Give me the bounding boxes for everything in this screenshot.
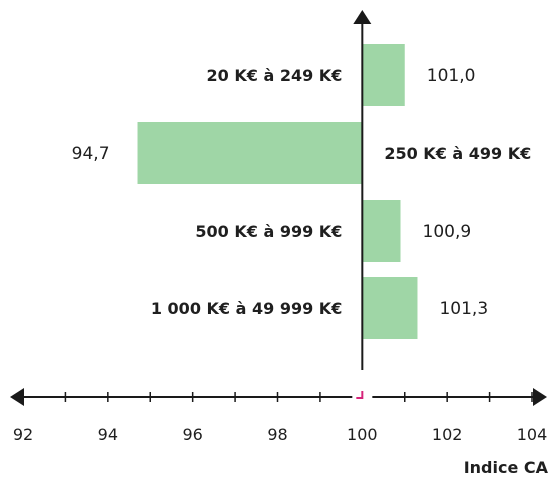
- labels-group: 101,0 20 K€ à 249 K€ 94,7 250 K€ à 499 K€ 10…: [13, 66, 549, 477]
- tick-label-5: 102: [432, 425, 463, 444]
- tick-label-1: 94: [98, 425, 118, 444]
- value-label-2: 100,9: [423, 222, 472, 242]
- bar-3: [362, 277, 418, 339]
- value-label-1: 94,7: [72, 144, 110, 164]
- tick-label-0: 92: [13, 425, 33, 444]
- tick-label-6: 104: [517, 425, 548, 444]
- tick-label-3: 98: [267, 425, 287, 444]
- category-label-2: 500 K€ à 999 K€: [195, 222, 342, 241]
- category-label-3: 1 000 K€ à 49 999 K€: [151, 299, 342, 318]
- bar-0: [362, 44, 405, 106]
- horizontal-axis-arrow-left: [10, 388, 24, 406]
- horizontal-axis-arrow-right: [533, 388, 547, 406]
- bars-group: [137, 44, 418, 339]
- x-axis-title: Indice CA: [464, 458, 549, 477]
- category-label-1: 250 K€ à 499 K€: [384, 144, 531, 163]
- baseline-marker: [356, 391, 364, 399]
- axes-group: [10, 10, 547, 406]
- category-label-0: 20 K€ à 249 K€: [207, 66, 343, 85]
- bar-1: [137, 122, 363, 184]
- value-label-3: 101,3: [439, 299, 488, 319]
- vertical-axis-arrow: [353, 10, 372, 24]
- value-label-0: 101,0: [427, 66, 476, 86]
- bar-2: [362, 200, 401, 262]
- tick-label-2: 96: [182, 425, 202, 444]
- tick-label-4: 100: [347, 425, 378, 444]
